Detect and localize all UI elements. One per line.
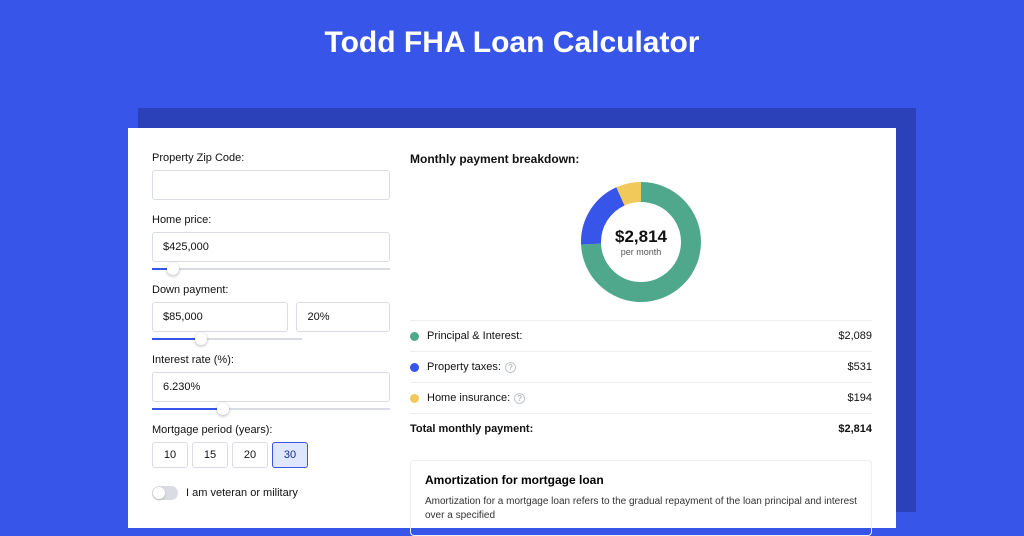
breakdown-panel: Monthly payment breakdown: $2,814 per mo… xyxy=(410,152,872,504)
breakdown-value: $531 xyxy=(848,361,872,373)
breakdown-row: Home insurance:? $194 xyxy=(410,382,872,413)
term-field: Mortgage period (years): 10152030 xyxy=(152,424,390,468)
calculator-card: Property Zip Code: Home price: Down paym… xyxy=(128,128,896,528)
donut-center: $2,814 per month xyxy=(581,182,701,302)
legend-dot xyxy=(410,363,419,372)
donut-chart: $2,814 per month xyxy=(410,176,872,320)
rate-field: Interest rate (%): xyxy=(152,354,390,410)
breakdown-label: Property taxes: xyxy=(427,361,501,373)
breakdown-row: Property taxes:? $531 xyxy=(410,351,872,382)
zip-field: Property Zip Code: xyxy=(152,152,390,200)
term-option-30[interactable]: 30 xyxy=(272,442,308,468)
breakdown-value: $2,089 xyxy=(838,330,872,342)
price-slider[interactable] xyxy=(152,268,390,270)
term-option-15[interactable]: 15 xyxy=(192,442,228,468)
down-amount-input[interactable] xyxy=(152,302,288,332)
price-input[interactable] xyxy=(152,232,390,262)
down-field: Down payment: xyxy=(152,284,390,340)
rate-slider-thumb[interactable] xyxy=(217,403,229,415)
page-title: Todd FHA Loan Calculator xyxy=(0,0,1024,80)
price-label: Home price: xyxy=(152,214,390,226)
donut-sub: per month xyxy=(621,247,662,257)
amortization-card: Amortization for mortgage loan Amortizat… xyxy=(410,460,872,536)
total-value: $2,814 xyxy=(838,423,872,435)
zip-label: Property Zip Code: xyxy=(152,152,390,164)
price-slider-thumb[interactable] xyxy=(167,263,179,275)
legend-dot xyxy=(410,332,419,341)
term-option-10[interactable]: 10 xyxy=(152,442,188,468)
breakdown-value: $194 xyxy=(848,392,872,404)
down-slider-thumb[interactable] xyxy=(195,333,207,345)
form-panel: Property Zip Code: Home price: Down paym… xyxy=(152,152,390,504)
help-icon[interactable]: ? xyxy=(505,362,516,373)
price-field: Home price: xyxy=(152,214,390,270)
veteran-row: I am veteran or military xyxy=(152,486,390,500)
total-label: Total monthly payment: xyxy=(410,423,533,435)
breakdown-label: Principal & Interest: xyxy=(427,330,522,342)
breakdown-row: Principal & Interest: $2,089 xyxy=(410,320,872,351)
breakdown-heading: Monthly payment breakdown: xyxy=(410,152,872,166)
zip-input[interactable] xyxy=(152,170,390,200)
breakdown-label: Home insurance: xyxy=(427,392,510,404)
total-row: Total monthly payment: $2,814 xyxy=(410,413,872,444)
amortization-body: Amortization for a mortgage loan refers … xyxy=(425,495,857,523)
down-label: Down payment: xyxy=(152,284,390,296)
veteran-toggle[interactable] xyxy=(152,486,178,500)
down-pct-input[interactable] xyxy=(296,302,390,332)
rate-input[interactable] xyxy=(152,372,390,402)
rate-slider[interactable] xyxy=(152,408,390,410)
term-label: Mortgage period (years): xyxy=(152,424,390,436)
down-slider[interactable] xyxy=(152,338,302,340)
donut-amount: $2,814 xyxy=(615,227,667,247)
help-icon[interactable]: ? xyxy=(514,393,525,404)
term-group: 10152030 xyxy=(152,442,390,468)
veteran-label: I am veteran or military xyxy=(186,487,298,499)
rate-label: Interest rate (%): xyxy=(152,354,390,366)
amortization-heading: Amortization for mortgage loan xyxy=(425,473,857,487)
term-option-20[interactable]: 20 xyxy=(232,442,268,468)
legend-dot xyxy=(410,394,419,403)
